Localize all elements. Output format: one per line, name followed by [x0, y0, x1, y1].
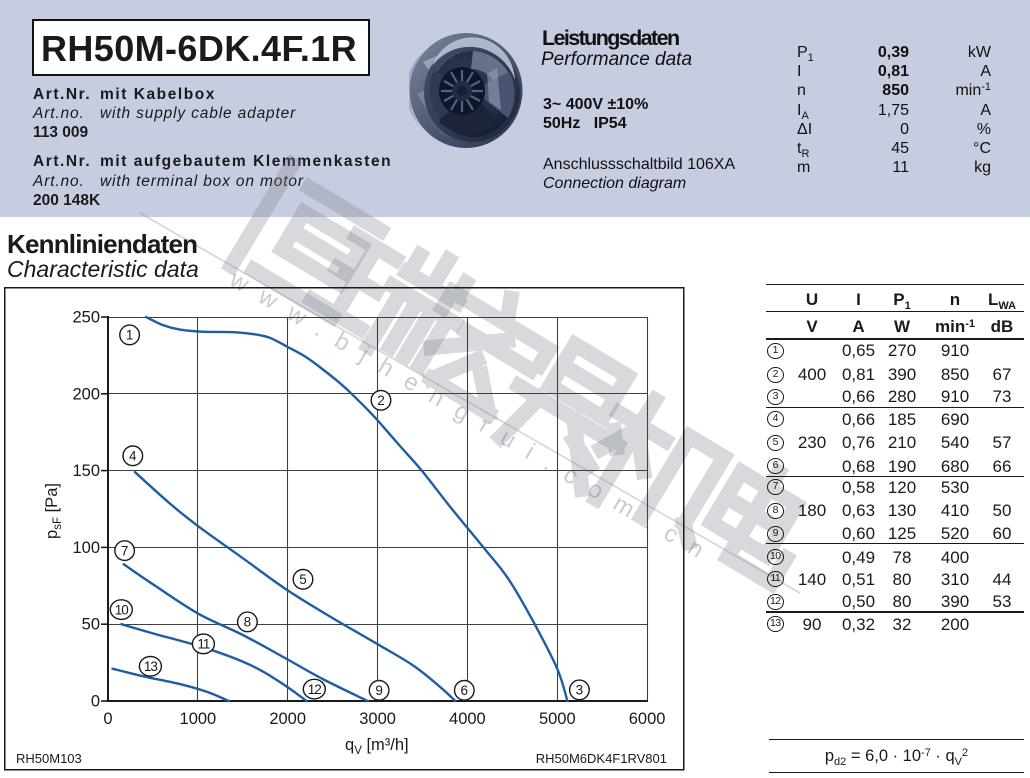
svg-text:qV [m³/h]: qV [m³/h] — [345, 736, 409, 757]
svg-text:8: 8 — [244, 615, 252, 630]
svg-text:13: 13 — [144, 659, 158, 674]
svg-text:2000: 2000 — [269, 710, 306, 728]
svg-text:100: 100 — [72, 539, 100, 557]
svg-text:50: 50 — [82, 616, 100, 634]
svg-text:2: 2 — [377, 393, 385, 408]
svg-text:7: 7 — [121, 543, 129, 558]
svg-text:12: 12 — [308, 682, 322, 697]
svg-text:3000: 3000 — [359, 710, 396, 728]
svg-text:RH50M6DK4F1RV801: RH50M6DK4F1RV801 — [536, 751, 667, 766]
svg-text:4000: 4000 — [449, 710, 486, 728]
svg-text:3: 3 — [576, 683, 584, 698]
svg-text:4: 4 — [129, 449, 137, 464]
svg-text:RH50M103: RH50M103 — [16, 751, 82, 766]
svg-text:6: 6 — [461, 683, 469, 698]
svg-text:1000: 1000 — [180, 710, 217, 728]
svg-text:5000: 5000 — [539, 710, 576, 728]
svg-text:9: 9 — [375, 683, 383, 698]
svg-text:5: 5 — [299, 572, 307, 587]
svg-text:11: 11 — [197, 637, 210, 652]
svg-text:0: 0 — [91, 693, 100, 711]
svg-text:10: 10 — [115, 602, 129, 617]
svg-text:150: 150 — [72, 462, 100, 480]
svg-text:200: 200 — [72, 385, 100, 403]
svg-text:0: 0 — [103, 710, 112, 728]
svg-text:250: 250 — [72, 309, 100, 327]
svg-text:1: 1 — [126, 328, 134, 343]
svg-text:6000: 6000 — [629, 710, 666, 728]
svg-text:psF [Pa]: psF [Pa] — [43, 483, 64, 539]
